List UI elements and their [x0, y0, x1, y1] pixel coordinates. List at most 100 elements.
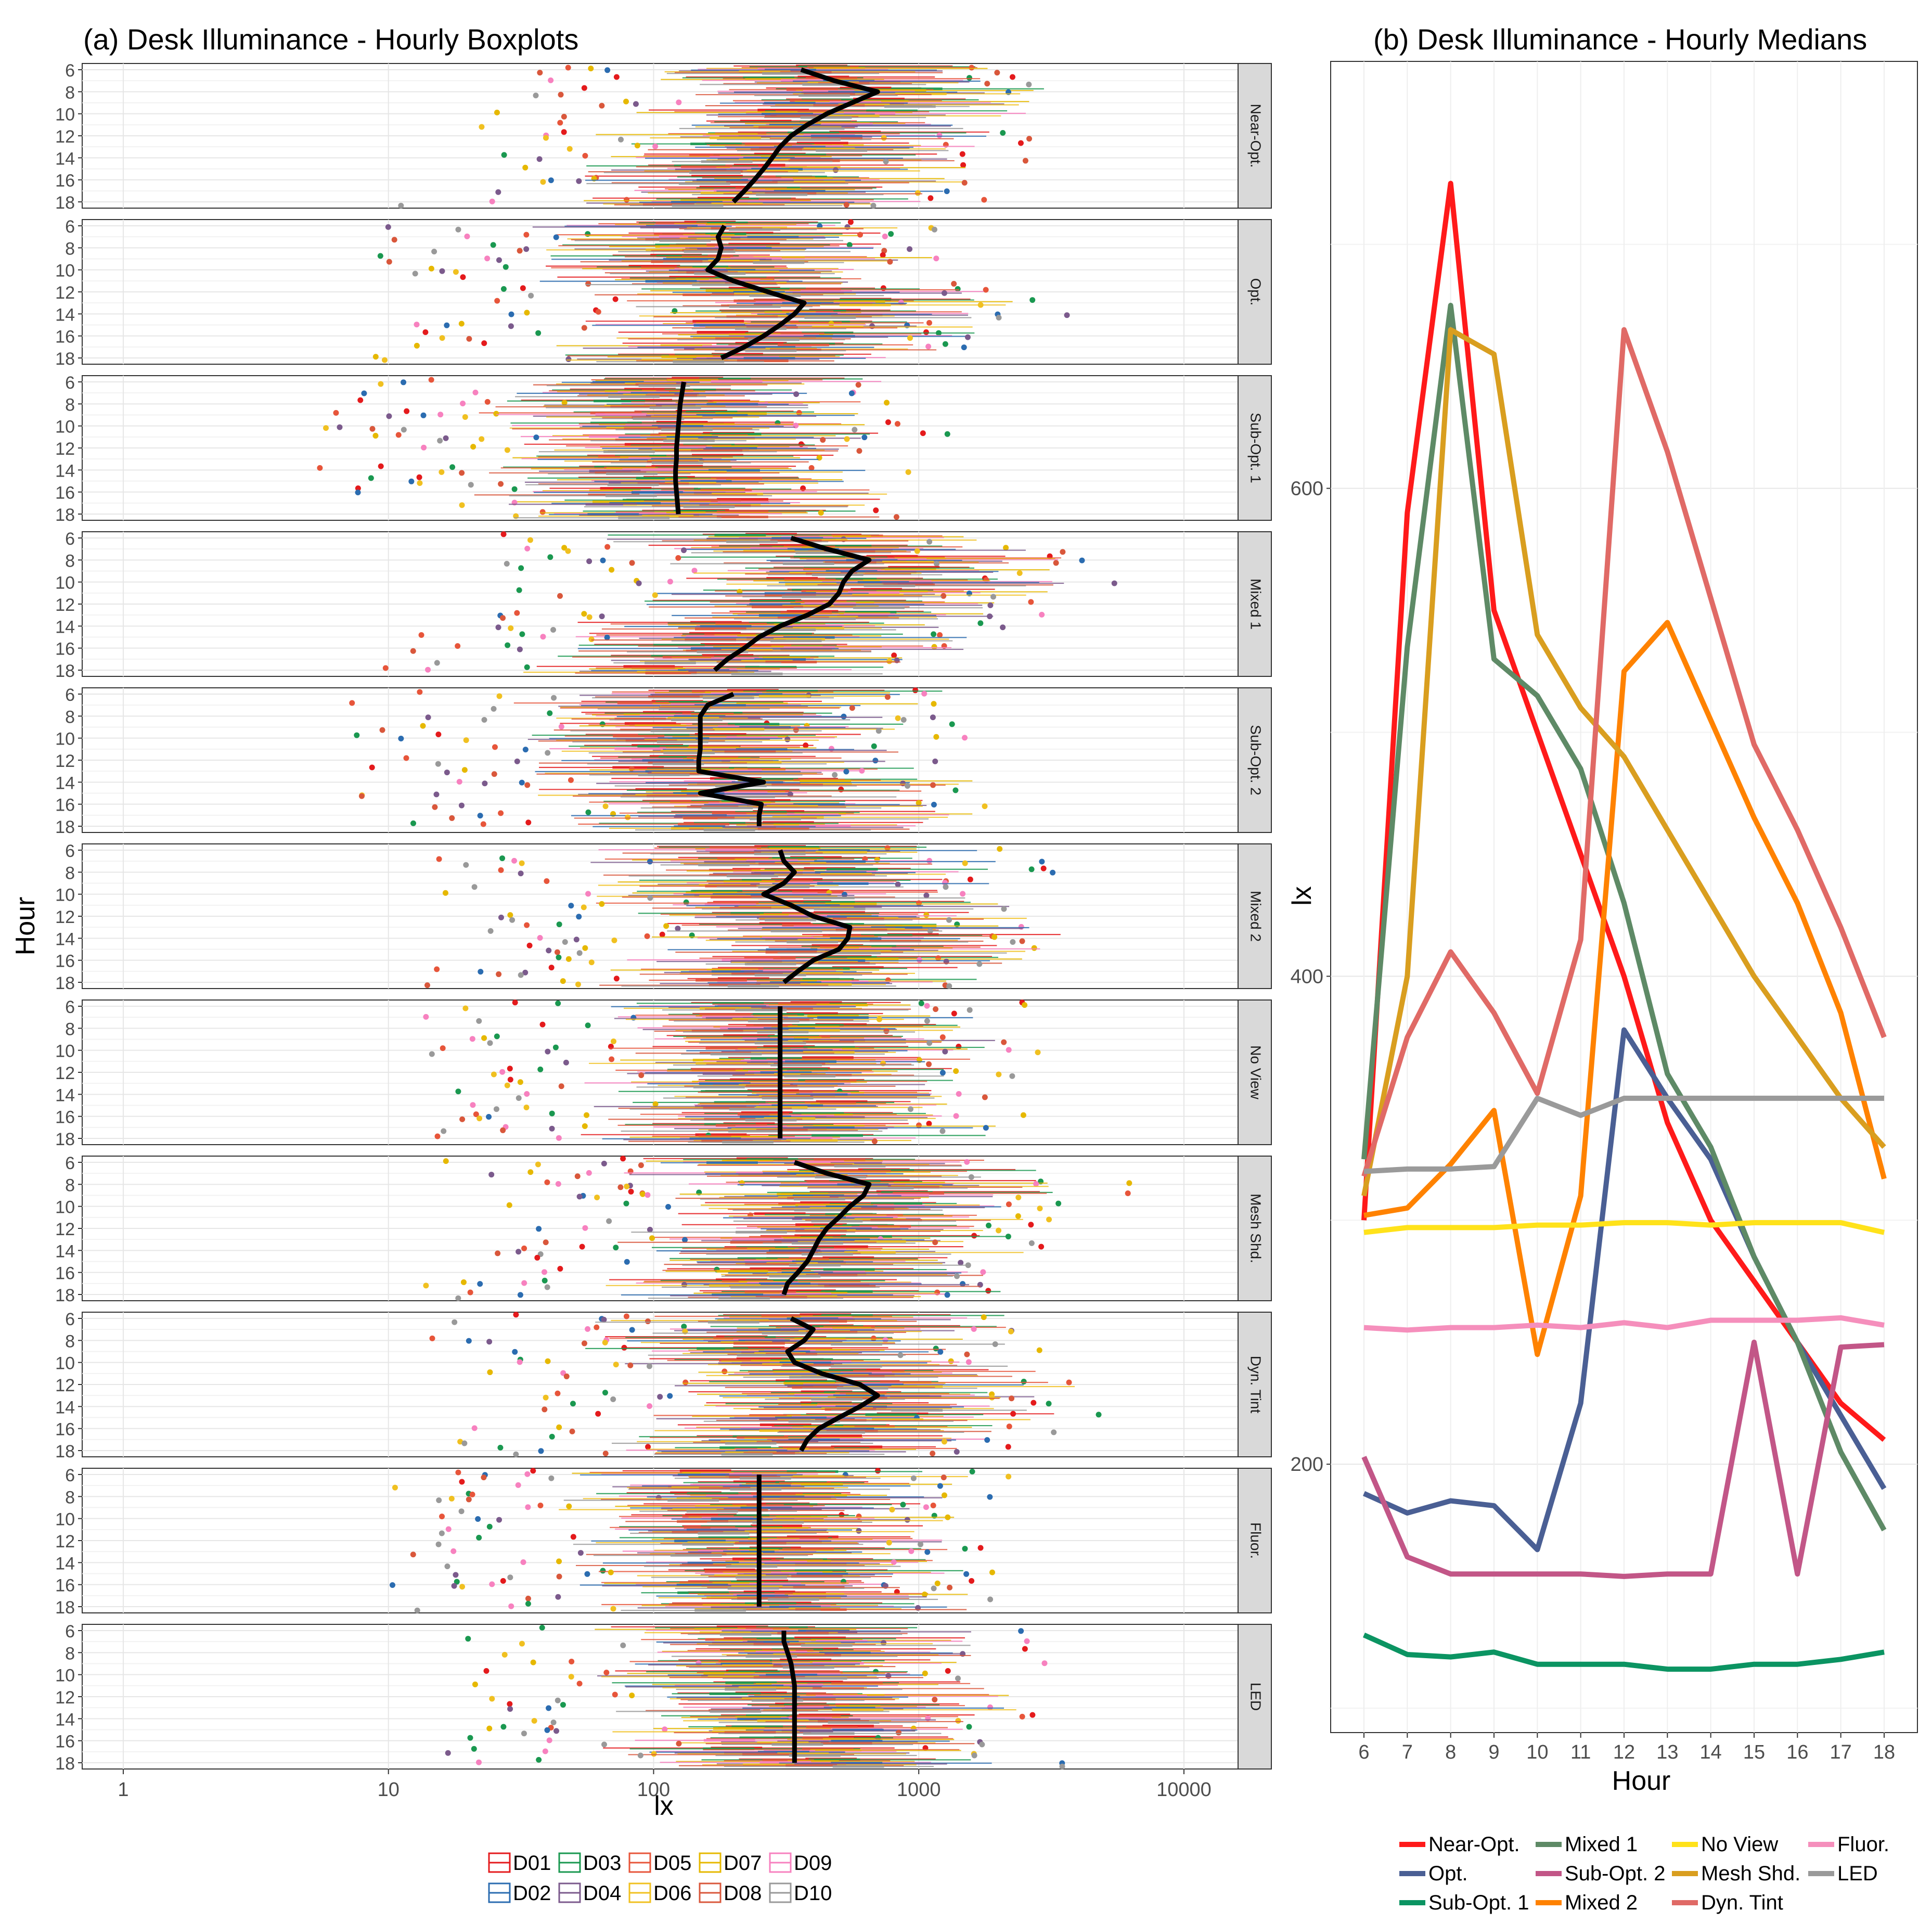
box-body [746, 859, 798, 862]
outlier-point [455, 1469, 461, 1476]
box-body [698, 1536, 750, 1539]
outlier-point [496, 257, 502, 263]
box-body [718, 1297, 770, 1300]
box-body [787, 1384, 839, 1387]
box-body [655, 245, 707, 248]
outlier-point [889, 1507, 895, 1512]
box-body [757, 828, 809, 831]
outlier-point [437, 438, 443, 444]
legend-label: D03 [583, 1852, 621, 1875]
outlier-point [444, 770, 450, 776]
outlier-point [907, 246, 913, 252]
box-body [772, 332, 825, 336]
box-body [792, 1160, 844, 1163]
outlier-point [576, 1194, 583, 1200]
box-body [678, 182, 730, 185]
box-body [729, 190, 781, 194]
box-body [874, 89, 926, 92]
outlier-point [987, 602, 994, 608]
hour-tick-label: 18 [55, 973, 75, 993]
box-body [676, 1497, 728, 1500]
hour-tick-label: 18 [55, 193, 75, 213]
box-body [829, 131, 881, 134]
box-body [810, 1749, 862, 1752]
box-body [764, 1117, 816, 1120]
outlier-point [522, 969, 529, 976]
box-body [848, 1228, 900, 1231]
x-tick-label: 13 [1656, 1741, 1678, 1763]
box-body [672, 1508, 724, 1511]
median-line [731, 67, 880, 204]
box-body [799, 824, 851, 827]
hour-tick-label: 14 [55, 305, 75, 325]
outlier-point [945, 1668, 951, 1674]
facet-strip [1238, 687, 1272, 833]
box-body [762, 1097, 814, 1100]
box-body [606, 472, 658, 476]
legend-key-series-3: Sub-Opt. 1 [1399, 1891, 1529, 1914]
median-line [785, 1316, 880, 1452]
outlier-point [1010, 939, 1016, 945]
outlier-point [977, 620, 984, 626]
box-body [663, 439, 715, 442]
outlier-point [410, 1552, 416, 1558]
box-body [682, 1515, 734, 1518]
hour-tick-label: 16 [55, 1732, 75, 1752]
outlier-point [537, 70, 543, 76]
box-body [787, 1012, 838, 1015]
box-body [846, 1215, 898, 1219]
box-body [803, 896, 855, 900]
box-body [740, 1506, 792, 1509]
box-body [765, 918, 816, 921]
box-body [792, 1112, 844, 1115]
x-tick-label: 10 [1526, 1741, 1548, 1763]
box-body [807, 1015, 859, 1018]
box-body [820, 1227, 872, 1230]
outlier-point [565, 956, 572, 962]
box-body [816, 1004, 868, 1007]
box-body [683, 505, 735, 508]
box-body [702, 1072, 754, 1075]
outlier-point [554, 949, 560, 955]
box-body [828, 114, 880, 118]
box-body [671, 1486, 723, 1489]
outlier-point [323, 425, 329, 431]
outlier-point [491, 706, 497, 712]
box-body [830, 905, 882, 908]
box-body [595, 413, 647, 416]
outlier-point [501, 152, 507, 158]
box-body [795, 1494, 847, 1497]
outlier-point [932, 1697, 938, 1703]
box-body [718, 1362, 770, 1365]
outlier-point [459, 1584, 466, 1590]
box-body [747, 1089, 799, 1092]
box-body [824, 1285, 876, 1288]
outlier-point [565, 356, 572, 362]
box-body [739, 1736, 791, 1739]
outlier-point [398, 735, 404, 741]
outlier-point [544, 878, 550, 884]
box-body [771, 784, 823, 787]
box-body [782, 1114, 834, 1118]
box-body [752, 1521, 804, 1524]
box-body [740, 969, 792, 972]
outlier-point [451, 1583, 457, 1589]
outlier-point [489, 1581, 495, 1587]
box-body [751, 599, 802, 602]
box-body [795, 1223, 847, 1226]
outlier-point [434, 966, 440, 972]
outlier-point [560, 1702, 566, 1708]
box-body [843, 1208, 894, 1211]
box-body [697, 650, 749, 653]
outlier-point [493, 411, 499, 417]
outlier-point [623, 98, 629, 105]
box-body [679, 1581, 731, 1584]
outlier-point [455, 226, 461, 233]
outlier-point [1059, 1763, 1065, 1770]
outlier-point [512, 999, 518, 1006]
box-body [737, 1579, 789, 1582]
box-body [803, 568, 855, 570]
box-body [831, 1343, 882, 1346]
outlier-point [498, 481, 504, 487]
box-body [625, 424, 677, 427]
